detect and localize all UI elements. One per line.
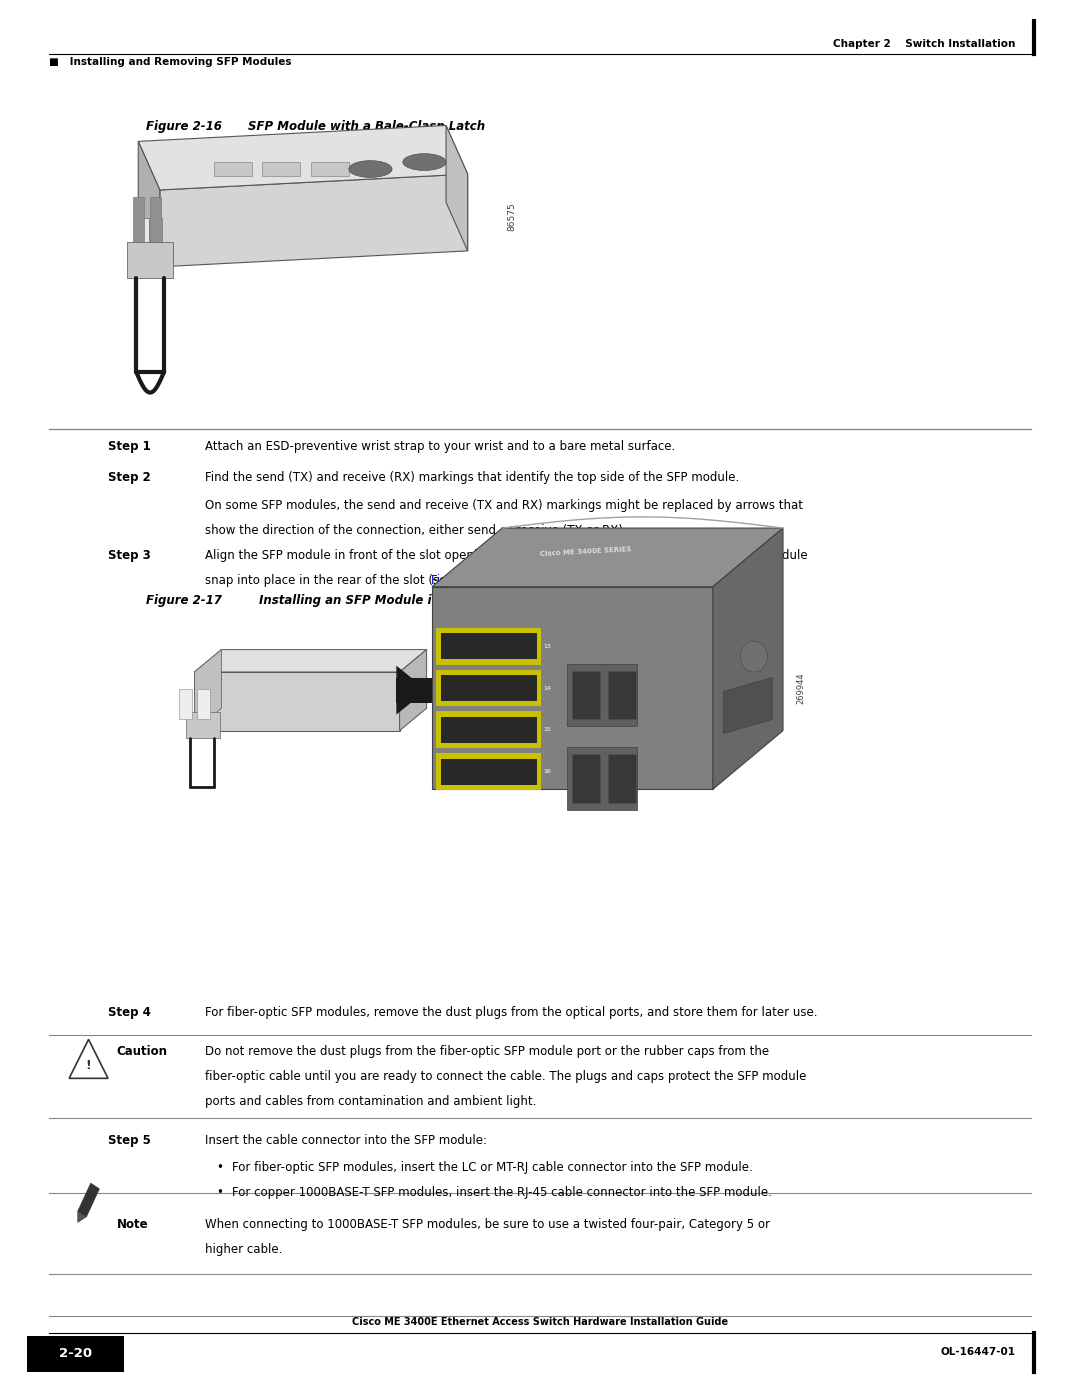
Text: Align the SFP module in front of the slot opening and push until you feel the co: Align the SFP module in front of the slo… bbox=[205, 549, 808, 562]
Text: For fiber-optic SFP modules, insert the LC or MT-RJ cable connector into the SFP: For fiber-optic SFP modules, insert the … bbox=[232, 1161, 753, 1173]
Text: 16: 16 bbox=[543, 770, 551, 774]
Text: Step 5: Step 5 bbox=[108, 1134, 151, 1147]
Polygon shape bbox=[437, 629, 540, 664]
Polygon shape bbox=[446, 126, 468, 251]
Polygon shape bbox=[567, 664, 637, 726]
Text: ■   Installing and Removing SFP Modules: ■ Installing and Removing SFP Modules bbox=[49, 57, 292, 67]
Text: Find the send (TX) and receive (RX) markings that identify the top side of the S: Find the send (TX) and receive (RX) mark… bbox=[205, 471, 740, 483]
Text: Figure 2-16: Figure 2-16 bbox=[146, 120, 221, 133]
Text: 14: 14 bbox=[543, 686, 551, 690]
Polygon shape bbox=[194, 650, 427, 672]
Text: Installing an SFP Module into an SFP Module Slot: Installing an SFP Module into an SFP Mod… bbox=[259, 594, 586, 606]
Polygon shape bbox=[194, 650, 221, 731]
Polygon shape bbox=[432, 528, 783, 587]
Polygon shape bbox=[69, 1039, 108, 1078]
Polygon shape bbox=[138, 218, 149, 253]
Text: Chapter 2    Switch Installation: Chapter 2 Switch Installation bbox=[833, 39, 1015, 49]
Ellipse shape bbox=[741, 641, 767, 672]
Polygon shape bbox=[441, 675, 537, 701]
Polygon shape bbox=[441, 633, 537, 659]
Text: Cisco ME 3400E SERIES: Cisco ME 3400E SERIES bbox=[540, 546, 632, 557]
Polygon shape bbox=[194, 672, 400, 731]
Polygon shape bbox=[127, 242, 173, 278]
Ellipse shape bbox=[349, 161, 392, 177]
Polygon shape bbox=[437, 671, 540, 705]
Polygon shape bbox=[437, 712, 540, 747]
Polygon shape bbox=[133, 197, 144, 260]
Polygon shape bbox=[432, 587, 713, 789]
Polygon shape bbox=[396, 666, 427, 715]
Polygon shape bbox=[214, 162, 252, 176]
Text: Step 2: Step 2 bbox=[108, 471, 151, 483]
Polygon shape bbox=[437, 754, 540, 789]
Text: •: • bbox=[216, 1161, 222, 1173]
Polygon shape bbox=[400, 650, 427, 731]
Text: Step 4: Step 4 bbox=[108, 1006, 151, 1018]
Polygon shape bbox=[186, 712, 220, 738]
Polygon shape bbox=[138, 141, 160, 267]
Text: •: • bbox=[216, 1186, 222, 1199]
Text: 15: 15 bbox=[543, 728, 551, 732]
Text: !: ! bbox=[85, 1059, 92, 1073]
Polygon shape bbox=[179, 689, 192, 719]
Text: 269944: 269944 bbox=[796, 672, 805, 704]
Polygon shape bbox=[197, 689, 210, 719]
Text: On some SFP modules, the send and receive (TX and RX) markings might be replaced: On some SFP modules, the send and receiv… bbox=[205, 499, 804, 511]
Text: ports and cables from contamination and ambient light.: ports and cables from contamination and … bbox=[205, 1095, 537, 1108]
Text: Step 1: Step 1 bbox=[108, 440, 151, 453]
Text: show the direction of the connection, either send or receive (TX or RX).: show the direction of the connection, ei… bbox=[205, 524, 626, 536]
Text: Figure 2-17: Figure 2-17 bbox=[431, 574, 498, 587]
Text: Cisco ME 3400E Ethernet Access Switch Hardware Installation Guide: Cisco ME 3400E Ethernet Access Switch Ha… bbox=[352, 1317, 728, 1327]
Text: higher cable.: higher cable. bbox=[205, 1243, 283, 1256]
Text: Attach an ESD-preventive wrist strap to your wrist and to a bare metal surface.: Attach an ESD-preventive wrist strap to … bbox=[205, 440, 675, 453]
Polygon shape bbox=[572, 754, 600, 803]
Polygon shape bbox=[441, 717, 537, 743]
Text: For copper 1000BASE-T SFP modules, insert the RJ-45 cable connector into the SFP: For copper 1000BASE-T SFP modules, inser… bbox=[232, 1186, 772, 1199]
Polygon shape bbox=[151, 218, 162, 253]
Polygon shape bbox=[713, 528, 783, 789]
Text: For fiber-optic SFP modules, remove the dust plugs from the optical ports, and s: For fiber-optic SFP modules, remove the … bbox=[205, 1006, 818, 1018]
Polygon shape bbox=[78, 1183, 99, 1217]
Polygon shape bbox=[608, 671, 636, 719]
Text: 86575: 86575 bbox=[508, 203, 516, 231]
Polygon shape bbox=[160, 175, 468, 267]
Polygon shape bbox=[608, 754, 636, 803]
Text: Figure 2-17: Figure 2-17 bbox=[146, 594, 221, 606]
Text: Do not remove the dust plugs from the fiber-optic SFP module port or the rubber : Do not remove the dust plugs from the fi… bbox=[205, 1045, 769, 1058]
Polygon shape bbox=[567, 747, 637, 810]
Ellipse shape bbox=[403, 154, 446, 170]
Text: When connecting to 1000BASE-T SFP modules, be sure to use a twisted four-pair, C: When connecting to 1000BASE-T SFP module… bbox=[205, 1218, 770, 1231]
Text: SFP Module with a Bale-Clasp Latch: SFP Module with a Bale-Clasp Latch bbox=[248, 120, 486, 133]
Polygon shape bbox=[311, 162, 349, 176]
Text: 2-20: 2-20 bbox=[59, 1347, 92, 1361]
FancyBboxPatch shape bbox=[27, 1336, 124, 1372]
Text: OL-16447-01: OL-16447-01 bbox=[941, 1347, 1015, 1358]
Text: ).: ). bbox=[486, 574, 495, 587]
Text: Insert the cable connector into the SFP module:: Insert the cable connector into the SFP … bbox=[205, 1134, 487, 1147]
Text: Step 3: Step 3 bbox=[108, 549, 151, 562]
Polygon shape bbox=[441, 759, 537, 785]
Polygon shape bbox=[572, 671, 600, 719]
Polygon shape bbox=[78, 1211, 86, 1222]
Text: Caution: Caution bbox=[117, 1045, 167, 1058]
Polygon shape bbox=[724, 678, 772, 733]
Polygon shape bbox=[138, 126, 468, 190]
Text: snap into place in the rear of the slot (see: snap into place in the rear of the slot … bbox=[205, 574, 458, 587]
Text: Note: Note bbox=[117, 1218, 148, 1231]
Text: 13: 13 bbox=[543, 644, 551, 648]
Polygon shape bbox=[262, 162, 300, 176]
Polygon shape bbox=[150, 197, 161, 260]
Polygon shape bbox=[396, 678, 432, 703]
Text: fiber-optic cable until you are ready to connect the cable. The plugs and caps p: fiber-optic cable until you are ready to… bbox=[205, 1070, 807, 1083]
